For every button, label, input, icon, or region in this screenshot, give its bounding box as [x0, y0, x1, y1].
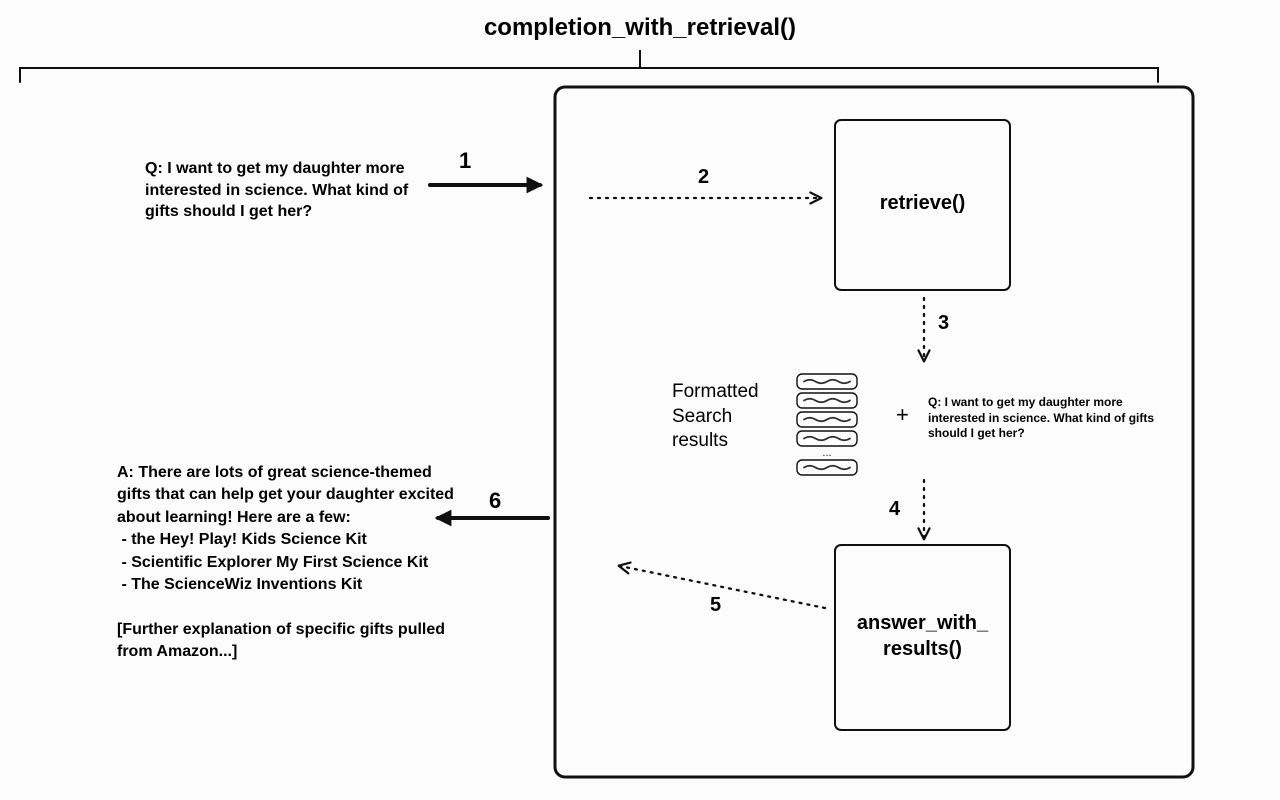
step-4: 4: [889, 498, 900, 521]
diagram-canvas: completion_with_retrieval() Q: I want to…: [0, 0, 1280, 800]
diagram-title: completion_with_retrieval(): [0, 14, 1280, 42]
question-text-small: Q: I want to get my daughter more intere…: [928, 395, 1158, 442]
formatted-search-results-label: Formatted Search results: [672, 380, 759, 454]
step-3: 3: [938, 312, 949, 335]
step-2: 2: [698, 166, 709, 189]
question-text: Q: I want to get my daughter more intere…: [145, 158, 437, 223]
plus-symbol: +: [896, 402, 909, 428]
step-5: 5: [710, 594, 721, 617]
answer-box-label: answer_with_ results(): [835, 610, 1010, 662]
step-1: 1: [459, 148, 471, 174]
retrieve-box-label: retrieve(): [835, 192, 1010, 215]
step-6: 6: [489, 488, 501, 514]
answer-text: A: There are lots of great science-theme…: [117, 462, 462, 664]
svg-text:...: ...: [822, 447, 831, 459]
